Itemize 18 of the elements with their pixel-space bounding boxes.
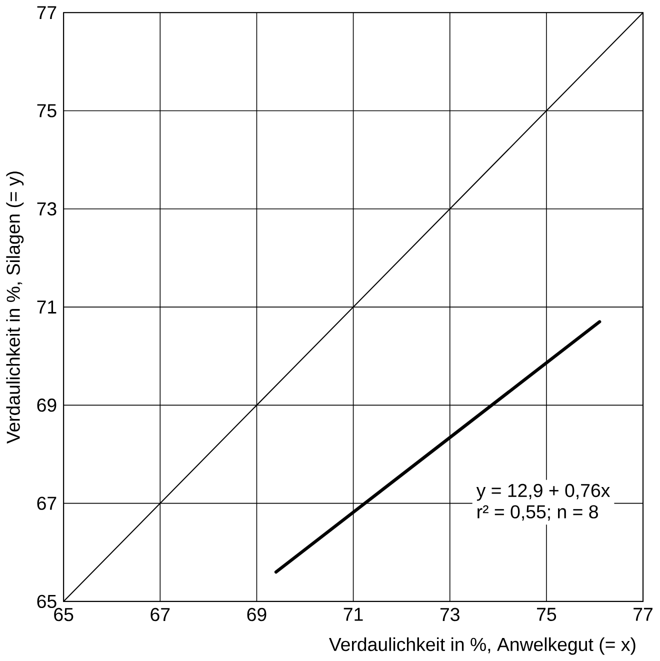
y-tick-label: 71	[37, 300, 56, 314]
x-tick-label: 71	[344, 608, 363, 621]
annotation: y = 12,9 + 0,76x	[476, 484, 610, 501]
y-axis-title: Verdaulichkeit in %, Silagen (= y)	[6, 172, 24, 444]
x-tick-label: 75	[537, 608, 556, 621]
y-tick-label: 67	[37, 496, 56, 510]
x-tick-label: 67	[150, 608, 170, 622]
x-tick-label: 65	[54, 608, 74, 622]
x-tick-label: 69	[247, 608, 266, 622]
x-tick-label: 77	[634, 608, 653, 621]
y-tick-label: 77	[37, 6, 56, 20]
x-axis-title: Verdaulichkeit in %, Anwelkegut (= x)	[329, 637, 636, 655]
y-tick-label: 69	[37, 398, 56, 412]
y-tick-label: 73	[37, 202, 56, 216]
x-tick-label: 73	[440, 608, 460, 622]
annotation: r² = 0,55; n = 8	[478, 505, 598, 521]
y-tick-label: 75	[37, 104, 56, 118]
y-tick-label: 65	[37, 594, 56, 608]
